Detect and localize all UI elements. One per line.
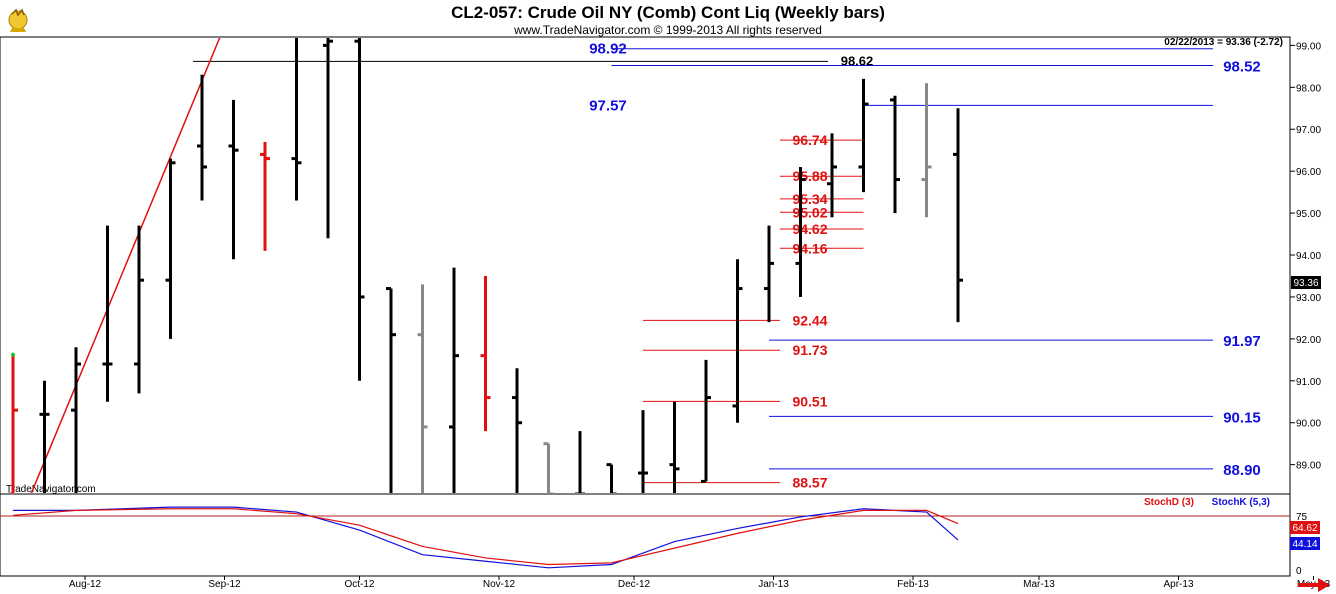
ohlc-bar	[732, 259, 743, 423]
price-tick-label: 97.00	[1296, 125, 1321, 136]
ohlc-bar	[795, 166, 806, 297]
ohlc-bar	[890, 95, 900, 214]
level-label: 88.57	[792, 475, 827, 491]
price-tick-label: 89.00	[1296, 461, 1321, 472]
ohlc-bar	[228, 99, 239, 260]
level-label: 94.16	[792, 240, 827, 256]
ohlc-bar	[386, 287, 396, 493]
ohlc-bar	[134, 225, 144, 394]
level-label: 95.02	[792, 204, 827, 220]
price-tick-label: 94.00	[1296, 251, 1321, 262]
current-price-label: 93.36	[1293, 278, 1318, 289]
ohlc-bar	[606, 463, 617, 493]
price-tick-label: 91.00	[1296, 377, 1321, 388]
x-tick-label: Sep-12	[208, 579, 241, 590]
x-tick-label: Jan-13	[758, 579, 789, 590]
ohlc-bar	[953, 108, 963, 323]
x-tick-label: Dec-12	[618, 579, 651, 590]
stochD-value-box: 64.62	[1290, 521, 1320, 534]
ohlc-bar	[417, 284, 428, 493]
ohlc-bar	[291, 38, 302, 201]
level-label: 97.57	[589, 97, 627, 114]
scroll-right-arrow-icon[interactable]	[1298, 578, 1330, 592]
ohlc-bar	[827, 133, 837, 218]
ohlc-bar	[575, 431, 585, 493]
ohlc-bar	[102, 225, 113, 402]
stoch-panel-frame	[0, 493, 1291, 577]
bars-layer	[8, 38, 963, 493]
ohlc-bar	[8, 355, 18, 493]
x-tick-label: Apr-13	[1163, 579, 1193, 590]
price-tick-label: 95.00	[1296, 209, 1321, 220]
level-label: 90.15	[1223, 409, 1261, 426]
stochK-value-box: 44.14	[1290, 537, 1320, 550]
ohlc-bar	[260, 141, 270, 251]
ohlc-bar	[921, 83, 932, 218]
x-tick-label: Mar-13	[1023, 579, 1055, 590]
watermark: TradeNavigator.com	[6, 484, 96, 495]
signal-dot	[11, 352, 15, 357]
ohlc-bar	[764, 225, 774, 323]
trendline-layer	[30, 38, 221, 493]
level-label: 98.92	[589, 41, 627, 58]
level-label: 90.51	[792, 393, 827, 409]
ohlc-bar	[543, 442, 554, 493]
x-tick-label: Nov-12	[483, 579, 516, 590]
ohlc-bar	[197, 74, 207, 201]
stoch-layer	[12, 506, 959, 569]
copyright-text: www.TradeNavigator.com © 1999-2013 All r…	[513, 23, 822, 37]
x-tick-label: Aug-12	[69, 579, 102, 590]
bull-and-bear-logo-icon	[8, 8, 28, 32]
ohlc-bar	[354, 38, 365, 381]
price-tick-label: 98.00	[1296, 83, 1321, 94]
ohlc-bar	[39, 380, 50, 493]
stochK-value: 44.14	[1292, 539, 1317, 550]
ohlc-bar	[669, 401, 680, 493]
trendline	[30, 38, 221, 493]
x-tick-label: Feb-13	[897, 579, 929, 590]
level-label: 91.73	[792, 342, 827, 358]
stochK-legend: StochK (5,3)	[1212, 497, 1270, 508]
ohlc-bar	[638, 410, 648, 493]
price-tick-label: 99.00	[1296, 41, 1321, 52]
stochD-value: 64.62	[1292, 523, 1317, 534]
price-axis: 99.00 98.00 97.00 96.00 95.00 94.00 93.00 92.00…	[1290, 41, 1321, 472]
ohlc-bar	[71, 347, 81, 493]
level-label: 95.88	[792, 168, 827, 184]
level-label: 94.62	[792, 221, 827, 237]
current-price-box: 93.36	[1291, 276, 1321, 289]
x-axis: Aug-12 Sep-12 Oct-12 Nov-12 Dec-12 Jan-13 Feb-…	[69, 576, 1331, 590]
price-tick-label: 93.00	[1296, 293, 1321, 304]
ohlc-bar	[323, 38, 333, 239]
ohlc-bar	[701, 359, 711, 483]
x-tick-label: Oct-12	[344, 579, 374, 590]
level-label: 88.90	[1223, 462, 1261, 479]
price-tick-label: 92.00	[1296, 335, 1321, 346]
price-tick-label: 90.00	[1296, 419, 1321, 430]
stoch-tick-0: 0	[1296, 566, 1302, 577]
chart-title: CL2-057: Crude Oil NY (Comb) Cont Liq (W…	[451, 3, 885, 22]
stoch-line	[13, 506, 959, 569]
level-label: 92.44	[792, 312, 827, 328]
ohlc-bar	[449, 267, 459, 493]
ohlc-bar	[165, 158, 176, 339]
stoch-tick-75: 75	[1296, 512, 1308, 523]
stochD-legend: StochD (3)	[1144, 497, 1194, 508]
level-label: 91.97	[1223, 333, 1261, 350]
ohlc-bar	[480, 275, 491, 432]
level-label: 96.74	[792, 132, 827, 148]
ohlc-bar	[512, 368, 522, 493]
ohlc-bar	[858, 78, 869, 193]
price-tick-label: 96.00	[1296, 167, 1321, 178]
level-label: 98.52	[1223, 59, 1261, 76]
level-label: 98.62	[841, 53, 874, 68]
last-quote-text: 02/22/2013 = 93.36 (-2.72)	[1164, 37, 1283, 48]
stoch-line	[12, 508, 959, 566]
